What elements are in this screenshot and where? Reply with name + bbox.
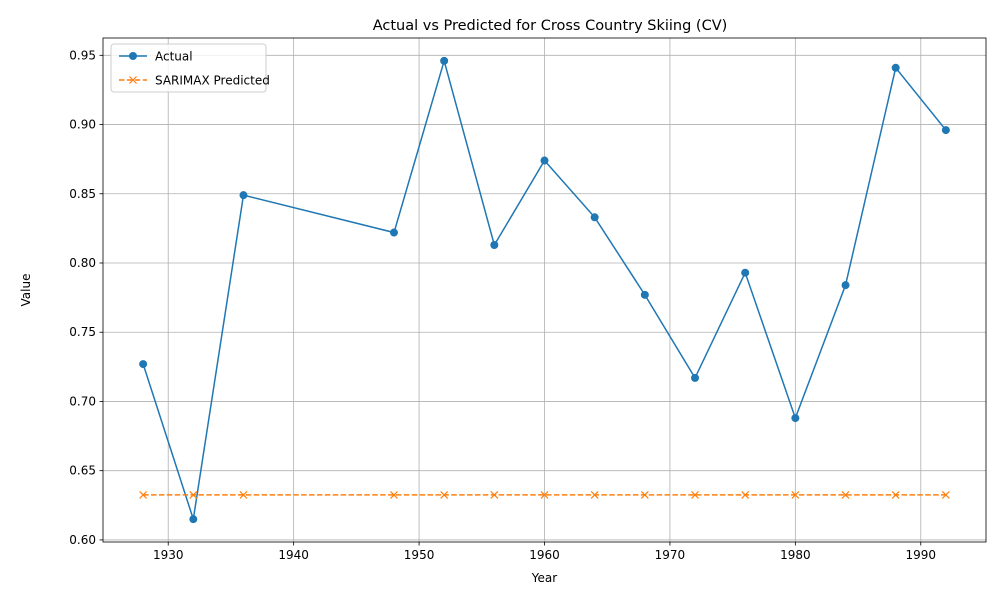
predicted-point bbox=[490, 490, 499, 499]
x-tick-label: 1950 bbox=[404, 548, 435, 562]
x-marker-icon bbox=[440, 490, 449, 499]
x-axis-label: Year bbox=[531, 571, 557, 585]
actual-point bbox=[590, 213, 599, 222]
predicted-point bbox=[941, 490, 950, 499]
y-tick-label: 0.60 bbox=[69, 533, 96, 547]
x-marker-icon bbox=[139, 490, 148, 499]
actual-point bbox=[189, 515, 198, 524]
actual-point bbox=[490, 241, 499, 249]
x-tick-label: 1990 bbox=[906, 548, 937, 562]
legend-label: Actual bbox=[155, 50, 193, 64]
actual-point bbox=[741, 268, 750, 277]
x-marker-icon bbox=[490, 490, 499, 499]
x-tick-label: 1960 bbox=[529, 548, 560, 562]
x-marker-icon bbox=[189, 490, 198, 499]
y-tick-label: 0.80 bbox=[69, 256, 96, 270]
x-marker-icon bbox=[540, 490, 549, 499]
actual-point bbox=[941, 126, 950, 135]
legend-label: SARIMAX Predicted bbox=[155, 74, 270, 88]
y-tick-label: 0.65 bbox=[69, 464, 96, 478]
x-marker-icon bbox=[640, 490, 649, 499]
legend: Actual SARIMAX Predicted bbox=[110, 43, 270, 93]
legend-marker-x bbox=[129, 76, 137, 84]
legend-marker-circle bbox=[129, 52, 137, 60]
legend-box bbox=[110, 43, 267, 93]
actual-point bbox=[891, 63, 900, 72]
predicted-point bbox=[640, 490, 649, 499]
actual-point bbox=[139, 360, 148, 369]
actual-point bbox=[389, 228, 398, 237]
x-tick-label: 1980 bbox=[780, 548, 811, 562]
x-marker-icon bbox=[941, 490, 950, 499]
plot-frame bbox=[102, 37, 987, 543]
x-tick-label: 1940 bbox=[278, 548, 309, 562]
y-tick-label: 0.75 bbox=[69, 325, 96, 339]
predicted-point bbox=[189, 490, 198, 499]
x-marker-icon bbox=[741, 490, 750, 499]
series-layer bbox=[139, 56, 950, 524]
predicted-point bbox=[741, 490, 750, 499]
predicted-point bbox=[239, 490, 248, 499]
actual-point bbox=[691, 373, 700, 382]
x-marker-icon bbox=[239, 490, 248, 499]
x-marker-icon bbox=[390, 490, 398, 499]
x-marker-icon bbox=[841, 490, 850, 499]
y-tick-label: 0.85 bbox=[69, 187, 96, 201]
actual-point bbox=[791, 414, 800, 423]
x-tick-label: 1930 bbox=[153, 548, 184, 562]
x-marker-icon bbox=[791, 490, 800, 499]
y-tick-label: 0.95 bbox=[69, 48, 96, 62]
actual-point bbox=[239, 191, 248, 200]
y-tick-label: 0.90 bbox=[69, 118, 96, 132]
y-tick-label: 0.70 bbox=[69, 394, 96, 408]
predicted-point bbox=[540, 490, 549, 499]
predicted-point bbox=[590, 490, 599, 499]
x-marker-icon bbox=[891, 490, 900, 499]
predicted-point bbox=[390, 490, 398, 499]
chart-title: Actual vs Predicted for Cross Country Sk… bbox=[373, 18, 728, 34]
actual-point bbox=[540, 156, 549, 165]
actual-point bbox=[640, 290, 649, 299]
predicted-point bbox=[891, 490, 900, 499]
predicted-point bbox=[791, 490, 800, 499]
x-tick-label: 1970 bbox=[655, 548, 686, 562]
predicted-point bbox=[139, 490, 148, 499]
predicted-point bbox=[691, 490, 699, 499]
actual-point bbox=[841, 281, 850, 290]
x-marker-icon bbox=[691, 490, 699, 499]
actual-point bbox=[440, 56, 449, 65]
axis-ticks: 1930 1940 1950 1960 1970 1980 1990 0.60 0.65 0.70… bbox=[69, 48, 936, 562]
x-marker-icon bbox=[590, 490, 599, 499]
predicted-point bbox=[440, 490, 449, 499]
y-axis-label: Value bbox=[19, 274, 33, 307]
predicted-point bbox=[841, 490, 850, 499]
